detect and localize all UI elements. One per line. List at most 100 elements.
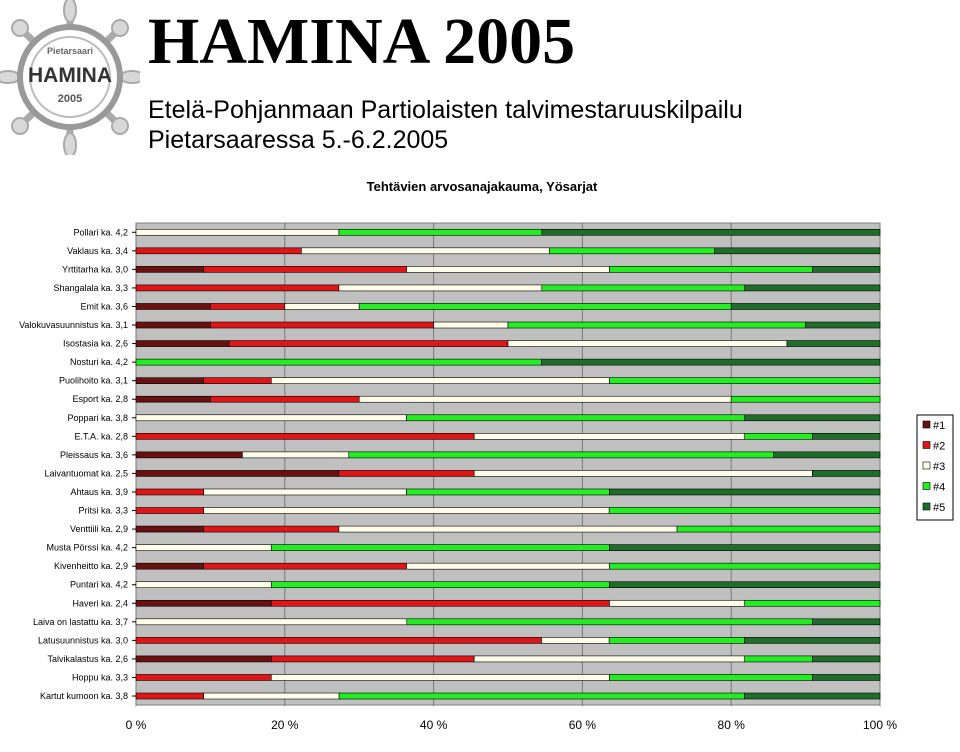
bar-segment (135, 674, 272, 681)
category-label: Musta Pörssi ka. 4,2 (46, 543, 128, 553)
bar-segment (210, 395, 360, 403)
page-subtitle-line-1: Etelä-Pohjanmaan Partiolaisten talvimest… (148, 96, 743, 124)
bar-segment (786, 340, 881, 347)
category-label: E.T.A. ka. 2,8 (74, 431, 128, 441)
x-tick-label: 80 % (718, 718, 746, 732)
bar-segment (203, 488, 407, 496)
bar-segment (203, 377, 272, 384)
legend-label: #1 (933, 420, 945, 432)
bar-segment (744, 692, 881, 700)
bar-segment (730, 303, 881, 310)
bar-segment (812, 433, 881, 440)
bar-segment (358, 303, 732, 310)
bar-segment (135, 692, 205, 700)
bar-segment (135, 637, 542, 644)
category-label: Emit ka. 3,6 (80, 301, 128, 311)
bar-segment (338, 470, 475, 477)
bar-segment (358, 395, 732, 403)
bars (135, 228, 881, 700)
legend: #1 #2 #3 #4 #5 (916, 414, 954, 521)
bar-segment (811, 618, 881, 626)
bar-segment (135, 470, 340, 477)
page-subtitle-line-2: Pietarsaaressa 5.-6.2.2005 (148, 126, 449, 154)
bar-segment (812, 674, 881, 681)
bar-segment (744, 655, 813, 663)
category-label: Shangalala ka. 3,3 (53, 283, 128, 293)
bar-segment (135, 451, 243, 459)
bar-segment (744, 433, 813, 440)
bar-segment (714, 247, 881, 255)
bar-segment (135, 618, 408, 626)
bar-segment (507, 321, 806, 329)
bar-segment (406, 488, 610, 496)
bar-segment (301, 247, 550, 255)
category-label: Laiva on lastattu ka. 3,7 (33, 617, 128, 627)
bar-segment (541, 284, 746, 292)
category-label: Pritsi ka. 3,3 (78, 506, 128, 516)
bar-segment (812, 470, 881, 477)
category-label: Nosturi ka. 4,2 (70, 357, 128, 367)
bar-segment (730, 395, 881, 403)
page-title: HAMINA 2005 (148, 5, 576, 78)
bar-segment (135, 525, 204, 533)
logo-top-text: Pietarsaari (47, 46, 93, 56)
category-label: Talvikalastus ka. 2,6 (47, 654, 128, 664)
bar-segment (135, 562, 204, 570)
bar-segment (609, 581, 881, 589)
category-label: Pleissaus ka. 3,6 (60, 450, 128, 460)
grade-distribution-chart: Tehtävien arvosanajakauma, Yösarjat Poll… (19, 179, 954, 732)
category-labels: Pollari ka. 4,2 Vaklaus ka. 3,4 Yrttitarha… (19, 227, 136, 701)
bar-segment (270, 674, 610, 681)
category-label: Poppari ka. 3,8 (67, 413, 128, 423)
ship-wheel-icon (0, 0, 140, 155)
bar-segment (270, 581, 610, 589)
bar-segment (135, 655, 272, 663)
category-label: Ahtaus ka. 3,9 (70, 487, 128, 497)
category-label: Pollari ka. 4,2 (73, 227, 128, 237)
bar-segment (744, 637, 881, 644)
category-label: Hoppu ka. 3,3 (72, 672, 128, 682)
bar-segment (744, 599, 881, 607)
bar-segment (744, 284, 881, 292)
legend-label: #3 (933, 461, 945, 473)
bar-segment (609, 562, 881, 570)
bar-segment (338, 692, 745, 700)
bar-segment (210, 321, 434, 329)
category-label: Kivenheitto ka. 2,9 (54, 561, 128, 571)
bar-segment (203, 525, 340, 533)
bar-segment (812, 266, 881, 273)
bar-segment (406, 618, 813, 626)
category-label: Isostasia ka. 2,6 (63, 339, 128, 349)
hamina-2005-logo: Pietarsaari HAMINA 2005 (0, 0, 140, 155)
bar-segment (135, 247, 302, 255)
legend-swatch (922, 482, 931, 490)
bar-segment (135, 395, 211, 403)
bar-segment (135, 544, 272, 551)
bar-segment (135, 581, 272, 589)
bar-segment (609, 266, 813, 273)
plot-area (135, 222, 881, 706)
category-label: Puolihoito ka. 3,1 (59, 376, 128, 386)
x-tick-label: 20 % (271, 718, 299, 732)
bar-segment (135, 507, 205, 514)
bar-segment (541, 637, 610, 644)
bar-segment (135, 377, 204, 384)
category-label: Yrttitarha ka. 3,0 (62, 264, 128, 274)
bar-segment (135, 284, 340, 292)
legend-label: #5 (933, 502, 945, 514)
bar-segment (270, 655, 475, 663)
bar-segment (609, 544, 881, 551)
bar-segment (348, 451, 774, 459)
bar-segment (135, 340, 230, 347)
legend-swatch (922, 441, 931, 449)
bar-segment (805, 321, 881, 329)
category-label: Puntari ka. 4,2 (70, 580, 128, 590)
bar-segment (609, 488, 881, 496)
x-tick-label: 100 % (863, 718, 897, 732)
legend-swatch (922, 420, 931, 429)
logo-main-text: HAMINA (28, 64, 112, 87)
bar-segment (284, 303, 360, 310)
bar-segment (135, 321, 211, 329)
bar-segment (135, 599, 272, 607)
bar-segment (507, 340, 788, 347)
